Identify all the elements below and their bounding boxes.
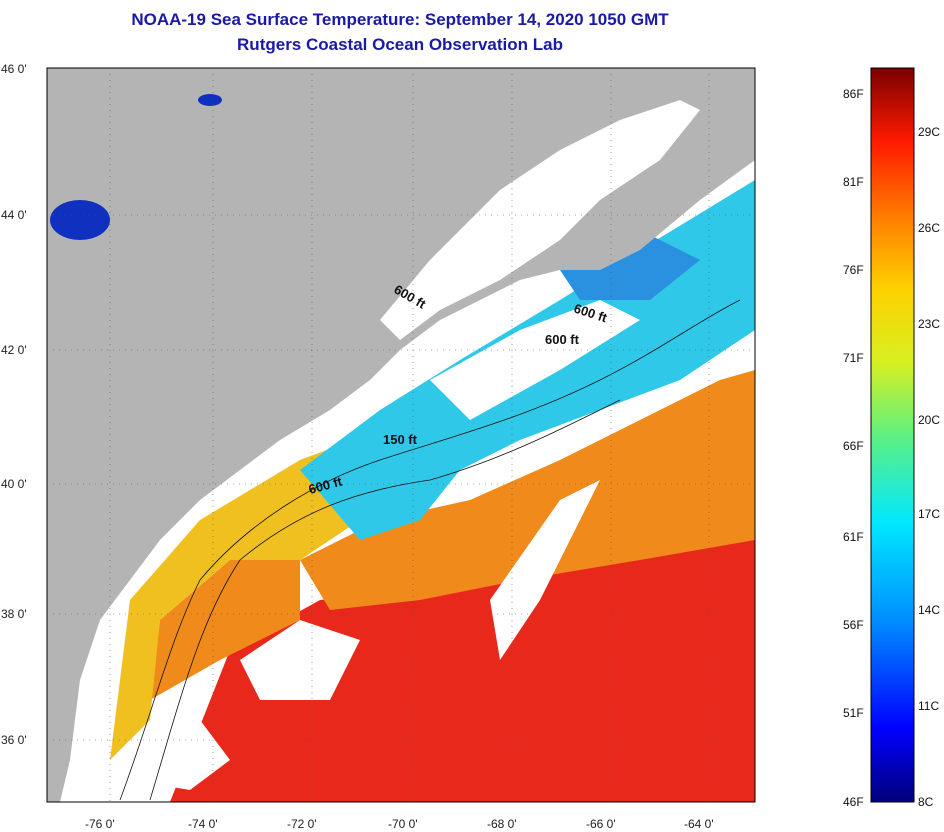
colorbar-c-label: 29C — [918, 125, 940, 139]
depth-contours — [119, 299, 741, 801]
lat-label: 38 0' — [1, 607, 27, 621]
colorbar-f-label: 76F — [843, 263, 864, 277]
nova-scotia-land — [590, 100, 755, 240]
grid-lines — [47, 68, 755, 802]
cold-eddy-region — [560, 230, 700, 300]
depth-label: 600 ft — [545, 332, 580, 347]
lon-label: -76 0' — [85, 817, 115, 831]
gulf-stream-band — [300, 370, 755, 610]
colorbar — [870, 67, 915, 803]
land-mass — [47, 68, 755, 802]
map-title: NOAA-19 Sea Surface Temperature: Septemb… — [131, 10, 669, 29]
cloud-patch — [430, 300, 640, 420]
lake — [198, 94, 222, 106]
lon-label: -74 0' — [188, 817, 218, 831]
colorbar-c-label: 17C — [918, 507, 940, 521]
colorbar-f-label: 66F — [843, 439, 864, 453]
colorbar-f-label: 81F — [843, 175, 864, 189]
cloud-patch — [490, 480, 600, 660]
latitude-axis: 46 0' 44 0' 42 0' 40 0' 38 0' 36 0' — [1, 62, 27, 747]
lat-label: 36 0' — [1, 733, 27, 747]
colorbar-c-labels: 29C 26C 23C 20C 17C 14C 11C 8C — [918, 125, 940, 809]
map-image — [47, 68, 755, 802]
lon-label: -68 0' — [487, 817, 517, 831]
colorbar-c-label: 26C — [918, 221, 940, 235]
lat-label: 46 0' — [1, 62, 27, 76]
colorbar-f-labels: 86F 81F 76F 71F 66F 61F 56F 51F 46F — [843, 87, 864, 809]
shelf-warm-region — [150, 560, 300, 700]
lake — [50, 200, 110, 240]
colorbar-c-label: 23C — [918, 317, 940, 331]
lat-label: 40 0' — [1, 477, 27, 491]
colorbar-f-label: 56F — [843, 618, 864, 632]
lat-label: 44 0' — [1, 208, 27, 222]
colorbar-c-label: 20C — [918, 413, 940, 427]
longitude-axis: -76 0' -74 0' -72 0' -70 0' -68 0' -66 0… — [85, 817, 714, 831]
depth-label: 150 ft — [383, 432, 418, 447]
cloud-patch — [130, 720, 230, 790]
colorbar-c-label: 8C — [918, 795, 934, 809]
lon-label: -70 0' — [388, 817, 418, 831]
lon-label: -72 0' — [287, 817, 317, 831]
colorbar-f-label: 51F — [843, 706, 864, 720]
colorbar-f-label: 86F — [843, 87, 864, 101]
cloud-patch — [240, 620, 360, 700]
lat-label: 42 0' — [1, 343, 27, 357]
map-subtitle: Rutgers Coastal Ocean Observation Lab — [237, 35, 563, 54]
lon-label: -66 0' — [586, 817, 616, 831]
colorbar-f-label: 61F — [843, 530, 864, 544]
colorbar-f-label: 71F — [843, 351, 864, 365]
colorbar-c-label: 14C — [918, 603, 940, 617]
colorbar-f-label: 46F — [843, 795, 864, 809]
colorbar-c-label: 11C — [918, 699, 939, 713]
gulf-of-maine-water — [380, 100, 700, 340]
lon-label: -64 0' — [684, 817, 714, 831]
